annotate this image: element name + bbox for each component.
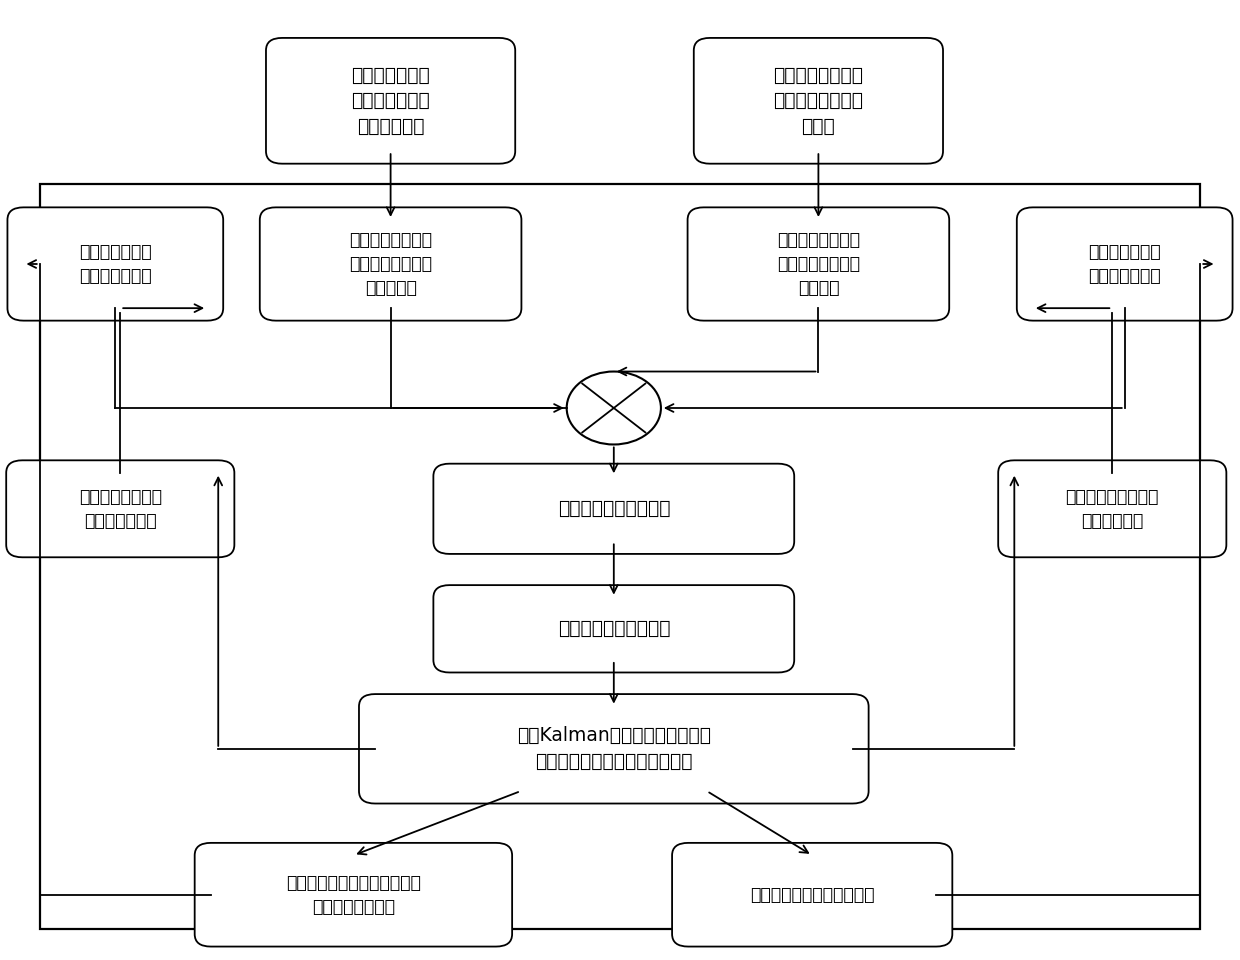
Text: 建立协同定位状态方程: 建立协同定位状态方程: [558, 499, 670, 518]
FancyBboxPatch shape: [434, 586, 795, 672]
FancyBboxPatch shape: [267, 37, 516, 163]
FancyBboxPatch shape: [195, 843, 512, 947]
FancyBboxPatch shape: [1017, 207, 1233, 321]
FancyBboxPatch shape: [360, 694, 868, 804]
Text: 攻击弹和照射弹
与场景中心点的
测距和表达式: 攻击弹和照射弹 与场景中心点的 测距和表达式: [351, 65, 430, 136]
FancyBboxPatch shape: [998, 461, 1226, 557]
FancyBboxPatch shape: [694, 37, 942, 163]
Text: 攻击弹和照射弹与场景中心点
的距离和修正信息: 攻击弹和照射弹与场景中心点 的距离和修正信息: [286, 874, 420, 916]
Text: 攻击弹惯性导航
系统的状态方程: 攻击弹惯性导航 系统的状态方程: [79, 243, 151, 285]
Text: 攻击弹和照射弹与
场景中心点的测距
和状态方程: 攻击弹和照射弹与 场景中心点的测距 和状态方程: [350, 230, 432, 298]
Text: 攻击弹惯性导航系
统参数修正信息: 攻击弹惯性导航系 统参数修正信息: [79, 488, 161, 530]
FancyBboxPatch shape: [7, 207, 223, 321]
Bar: [40, 184, 1200, 929]
Text: 照射弹惯性导航
系统的状态方程: 照射弹惯性导航 系统的状态方程: [1089, 243, 1161, 285]
FancyBboxPatch shape: [434, 464, 795, 554]
Text: 攻击弹和照射弹的
弹间数据链的测距
表达式: 攻击弹和照射弹的 弹间数据链的测距 表达式: [774, 65, 863, 136]
Text: 弹间数据链的测距修正信息: 弹间数据链的测距修正信息: [750, 886, 874, 903]
FancyBboxPatch shape: [259, 207, 521, 321]
FancyBboxPatch shape: [672, 843, 952, 947]
Circle shape: [567, 372, 661, 444]
Text: 攻击弹和照射弹的
弹间数据链测距的
状态方程: 攻击弹和照射弹的 弹间数据链测距的 状态方程: [777, 230, 859, 298]
FancyBboxPatch shape: [6, 461, 234, 557]
Text: 建立协同定位观测方程: 建立协同定位观测方程: [558, 619, 670, 638]
FancyBboxPatch shape: [687, 207, 950, 321]
Text: 进行Kalman滤波，对各自的系统
状态进行估计，得到最优估计值: 进行Kalman滤波，对各自的系统 状态进行估计，得到最优估计值: [517, 727, 711, 771]
Text: 照射弹惯性导航系统
参数修正信息: 照射弹惯性导航系统 参数修正信息: [1065, 488, 1159, 530]
